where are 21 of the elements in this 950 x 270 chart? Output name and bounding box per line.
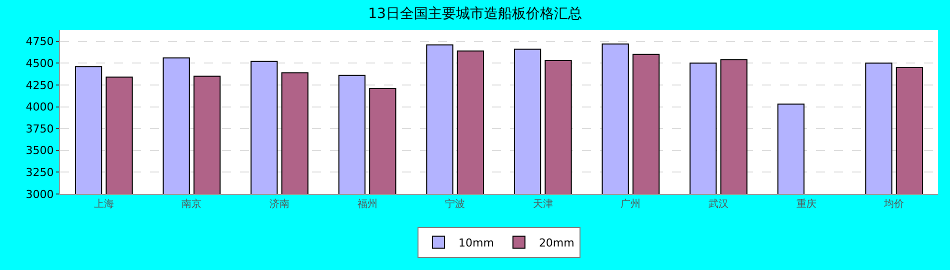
- legend-label: 10mm: [458, 236, 494, 250]
- y-tick-label: 4000: [26, 100, 54, 114]
- x-tick-label: 武汉: [708, 198, 728, 210]
- chart-title: 13日全国主要城市造船板价格汇总: [368, 6, 582, 22]
- x-tick-label: 宁波: [445, 198, 466, 210]
- y-tick-label: 3500: [26, 144, 54, 158]
- x-tick-label: 济南: [270, 198, 290, 210]
- x-tick-label: 福州: [357, 198, 378, 210]
- x-tick-label: 均价: [883, 198, 904, 210]
- y-tick-label: 4250: [26, 78, 54, 92]
- legend-label: 20mm: [538, 236, 574, 250]
- x-tick-label: 天津: [532, 198, 553, 210]
- x-tick-label: 上海: [94, 198, 114, 210]
- x-tick-label: 南京: [182, 198, 202, 210]
- y-tick-label: 3750: [26, 122, 54, 136]
- y-tick-label: 3000: [26, 188, 54, 201]
- y-tick-label: 4500: [26, 57, 54, 70]
- y-tick-label: 3250: [26, 166, 54, 180]
- x-tick-label: 广州: [620, 198, 641, 210]
- x-tick-label: 重庆: [796, 198, 816, 210]
- y-tick-label: 4750: [26, 35, 54, 48]
